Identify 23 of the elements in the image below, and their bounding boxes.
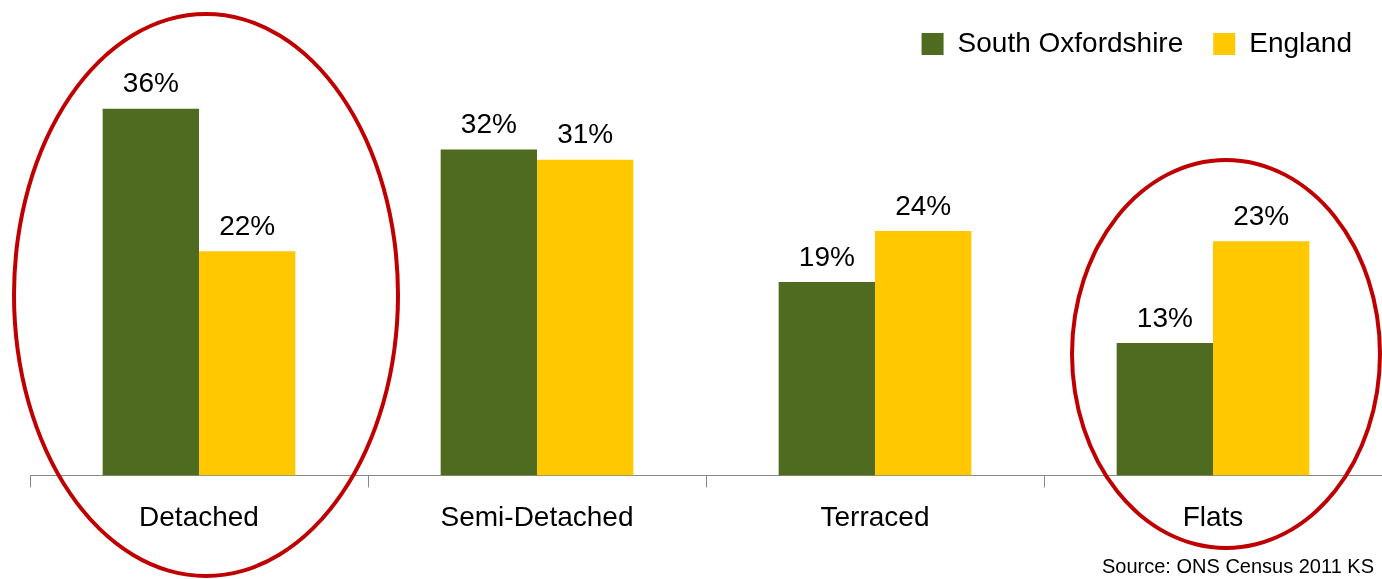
bar	[875, 230, 972, 476]
data-label: 31%	[557, 118, 614, 150]
bar	[537, 159, 634, 476]
bar	[199, 251, 296, 476]
bar	[1116, 343, 1213, 476]
legend-label: England	[1249, 26, 1353, 58]
data-label: 32%	[460, 108, 517, 140]
x-tick-label: Detached	[139, 500, 259, 532]
data-label: 23%	[1233, 199, 1290, 231]
source-note: Source: ONS Census 2011 KS	[1102, 554, 1374, 577]
bar	[1213, 241, 1310, 476]
bar	[778, 281, 875, 476]
legend-label: South Oxfordshire	[957, 26, 1184, 58]
data-label: 36%	[122, 67, 179, 99]
x-tick-label: Semi-Detached	[440, 500, 634, 532]
data-label: 13%	[1136, 301, 1193, 333]
x-tick-label: Flats	[1182, 500, 1244, 532]
bar	[102, 108, 199, 476]
data-label: 19%	[798, 240, 855, 272]
data-label: 22%	[219, 210, 276, 242]
data-label: 24%	[895, 189, 952, 221]
bar	[440, 149, 537, 476]
x-tick-label: Terraced	[820, 500, 930, 532]
